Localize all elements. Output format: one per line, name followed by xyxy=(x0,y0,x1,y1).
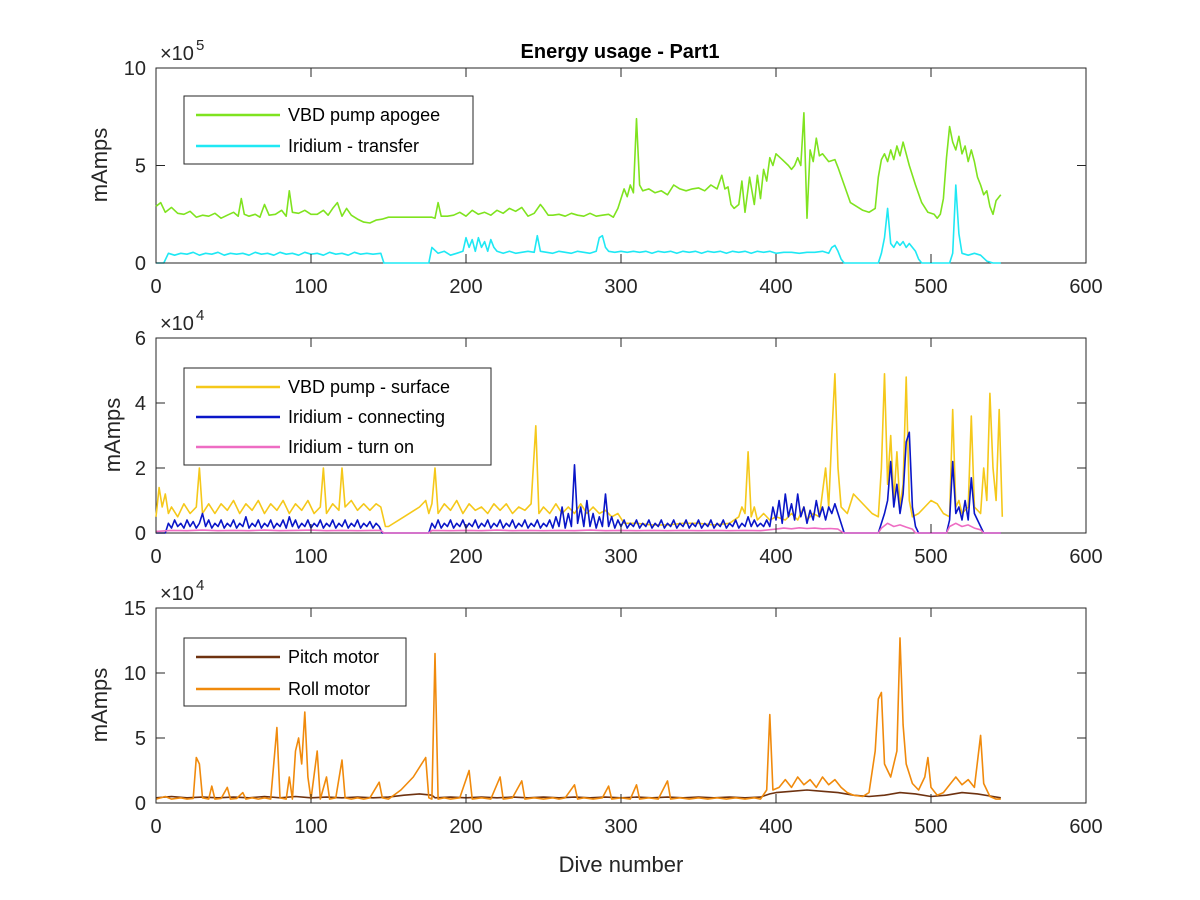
subplot-3-y-tick-label: 5 xyxy=(135,728,146,750)
subplot-3-y-axis-label: mAmps xyxy=(87,668,112,743)
subplot-1-legend: VBD pump apogee Iridium - transfer xyxy=(183,95,474,165)
subplot-1-series-vbd-pump-apogee-line xyxy=(155,112,1002,224)
subplot-2-series-iridium-turn-on-line xyxy=(155,522,1001,534)
subplot-3-x-tick-label: 600 xyxy=(1069,816,1102,838)
subplot-3-legend-label: Roll motor xyxy=(288,679,370,699)
subplot-2-legend: VBD pump - surface Iridium - connecting Ir… xyxy=(183,367,492,466)
subplot-1-legend-label: VBD pump apogee xyxy=(288,105,440,125)
subplot-2: 0 100 200 300 400 500 600 0 2 4 6 mAmps ×10 4 VBD… xyxy=(100,307,1103,568)
subplot-1-legend-box xyxy=(183,95,474,165)
subplot-3-x-tick-label: 0 xyxy=(150,816,161,838)
subplot-3: 0 100 200 300 400 500 600 0 5 10 15 mAmps Dive nu… xyxy=(87,577,1103,877)
subplot-1-y-tick-label: 10 xyxy=(124,58,146,80)
subplot-2-x-tick-label: 0 xyxy=(150,546,161,568)
subplot-2-y-tick-label: 4 xyxy=(135,393,146,415)
subplot-1-legend-label: Iridium - transfer xyxy=(288,136,419,156)
subplot-3-x-tick-label: 200 xyxy=(449,816,482,838)
x-axis-label: Dive number xyxy=(559,852,684,877)
subplot-2-x-ticks: 0 100 200 300 400 500 600 xyxy=(150,338,1103,568)
subplot-1-x-tick-label: 600 xyxy=(1069,276,1102,298)
subplot-1-x-tick-label: 100 xyxy=(294,276,327,298)
subplot-3-x-tick-label: 100 xyxy=(294,816,327,838)
subplot-3-x-tick-label: 500 xyxy=(914,816,947,838)
subplot-3-series-roll-motor-line xyxy=(155,637,1001,800)
subplot-1-x-tick-label: 0 xyxy=(150,276,161,298)
subplot-1-x-tick-label: 200 xyxy=(449,276,482,298)
subplot-1-y-exponent-base: ×10 xyxy=(160,43,194,65)
subplot-2-legend-label: Iridium - turn on xyxy=(288,437,414,457)
subplot-1-y-exponent: 5 xyxy=(196,37,204,54)
subplot-3-y-ticks: 0 5 10 15 xyxy=(124,598,1086,815)
subplot-2-y-tick-label: 0 xyxy=(135,523,146,545)
subplot-2-x-tick-label: 600 xyxy=(1069,546,1102,568)
subplot-2-y-exponent-base: ×10 xyxy=(160,313,194,335)
subplot-2-legend-label: Iridium - connecting xyxy=(288,407,445,427)
subplot-2-series-group xyxy=(155,372,1004,534)
chart-title: Energy usage - Part1 xyxy=(521,41,720,63)
subplot-1-x-ticks: 0 100 200 300 400 500 600 xyxy=(150,68,1103,298)
subplot-2-y-ticks: 0 2 4 6 xyxy=(135,328,1086,545)
subplot-1-x-tick-label: 300 xyxy=(604,276,637,298)
subplot-2-series-iridium-connecting-line xyxy=(156,431,1001,534)
subplot-2-y-axis-label: mAmps xyxy=(100,398,125,473)
subplot-3-series-group xyxy=(155,637,1001,800)
subplot-3-x-ticks: 0 100 200 300 400 500 600 xyxy=(150,608,1103,838)
subplot-3-y-tick-label: 15 xyxy=(124,598,146,620)
subplot-3-y-tick-label: 0 xyxy=(135,793,146,815)
subplot-3-y-exponent-base: ×10 xyxy=(160,583,194,605)
subplot-3-y-exponent: 4 xyxy=(196,577,204,594)
subplot-3-x-tick-label: 300 xyxy=(604,816,637,838)
subplot-2-x-tick-label: 200 xyxy=(449,546,482,568)
subplot-3-y-tick-label: 10 xyxy=(124,663,146,685)
subplot-1-x-tick-label: 500 xyxy=(914,276,947,298)
subplot-3-legend-label: Pitch motor xyxy=(288,647,379,667)
subplot-2-x-tick-label: 400 xyxy=(759,546,792,568)
subplot-1-y-tick-label: 5 xyxy=(135,156,146,178)
subplot-2-x-tick-label: 300 xyxy=(604,546,637,568)
subplot-2-y-tick-label: 2 xyxy=(135,458,146,480)
subplot-1-x-tick-label: 400 xyxy=(759,276,792,298)
subplot-1-y-tick-label: 0 xyxy=(135,253,146,275)
subplot-3-legend-box xyxy=(183,637,407,707)
subplot-1-series-group xyxy=(155,112,1002,264)
subplot-2-x-tick-label: 100 xyxy=(294,546,327,568)
subplot-1-y-ticks: 0 5 10 xyxy=(124,58,1086,275)
subplot-2-legend-label: VBD pump - surface xyxy=(288,377,450,397)
subplot-1-series-iridium-transfer-line xyxy=(156,184,1001,264)
subplot-3-legend: Pitch motor Roll motor xyxy=(183,637,407,707)
subplot-1-y-axis-label: mAmps xyxy=(87,128,112,203)
subplot-2-y-tick-label: 6 xyxy=(135,328,146,350)
subplot-2-x-tick-label: 500 xyxy=(914,546,947,568)
subplot-2-y-exponent: 4 xyxy=(196,307,204,324)
subplot-3-x-tick-label: 400 xyxy=(759,816,792,838)
subplot-1: 0 100 200 300 400 500 600 0 5 10 Energy usage - … xyxy=(87,37,1103,298)
